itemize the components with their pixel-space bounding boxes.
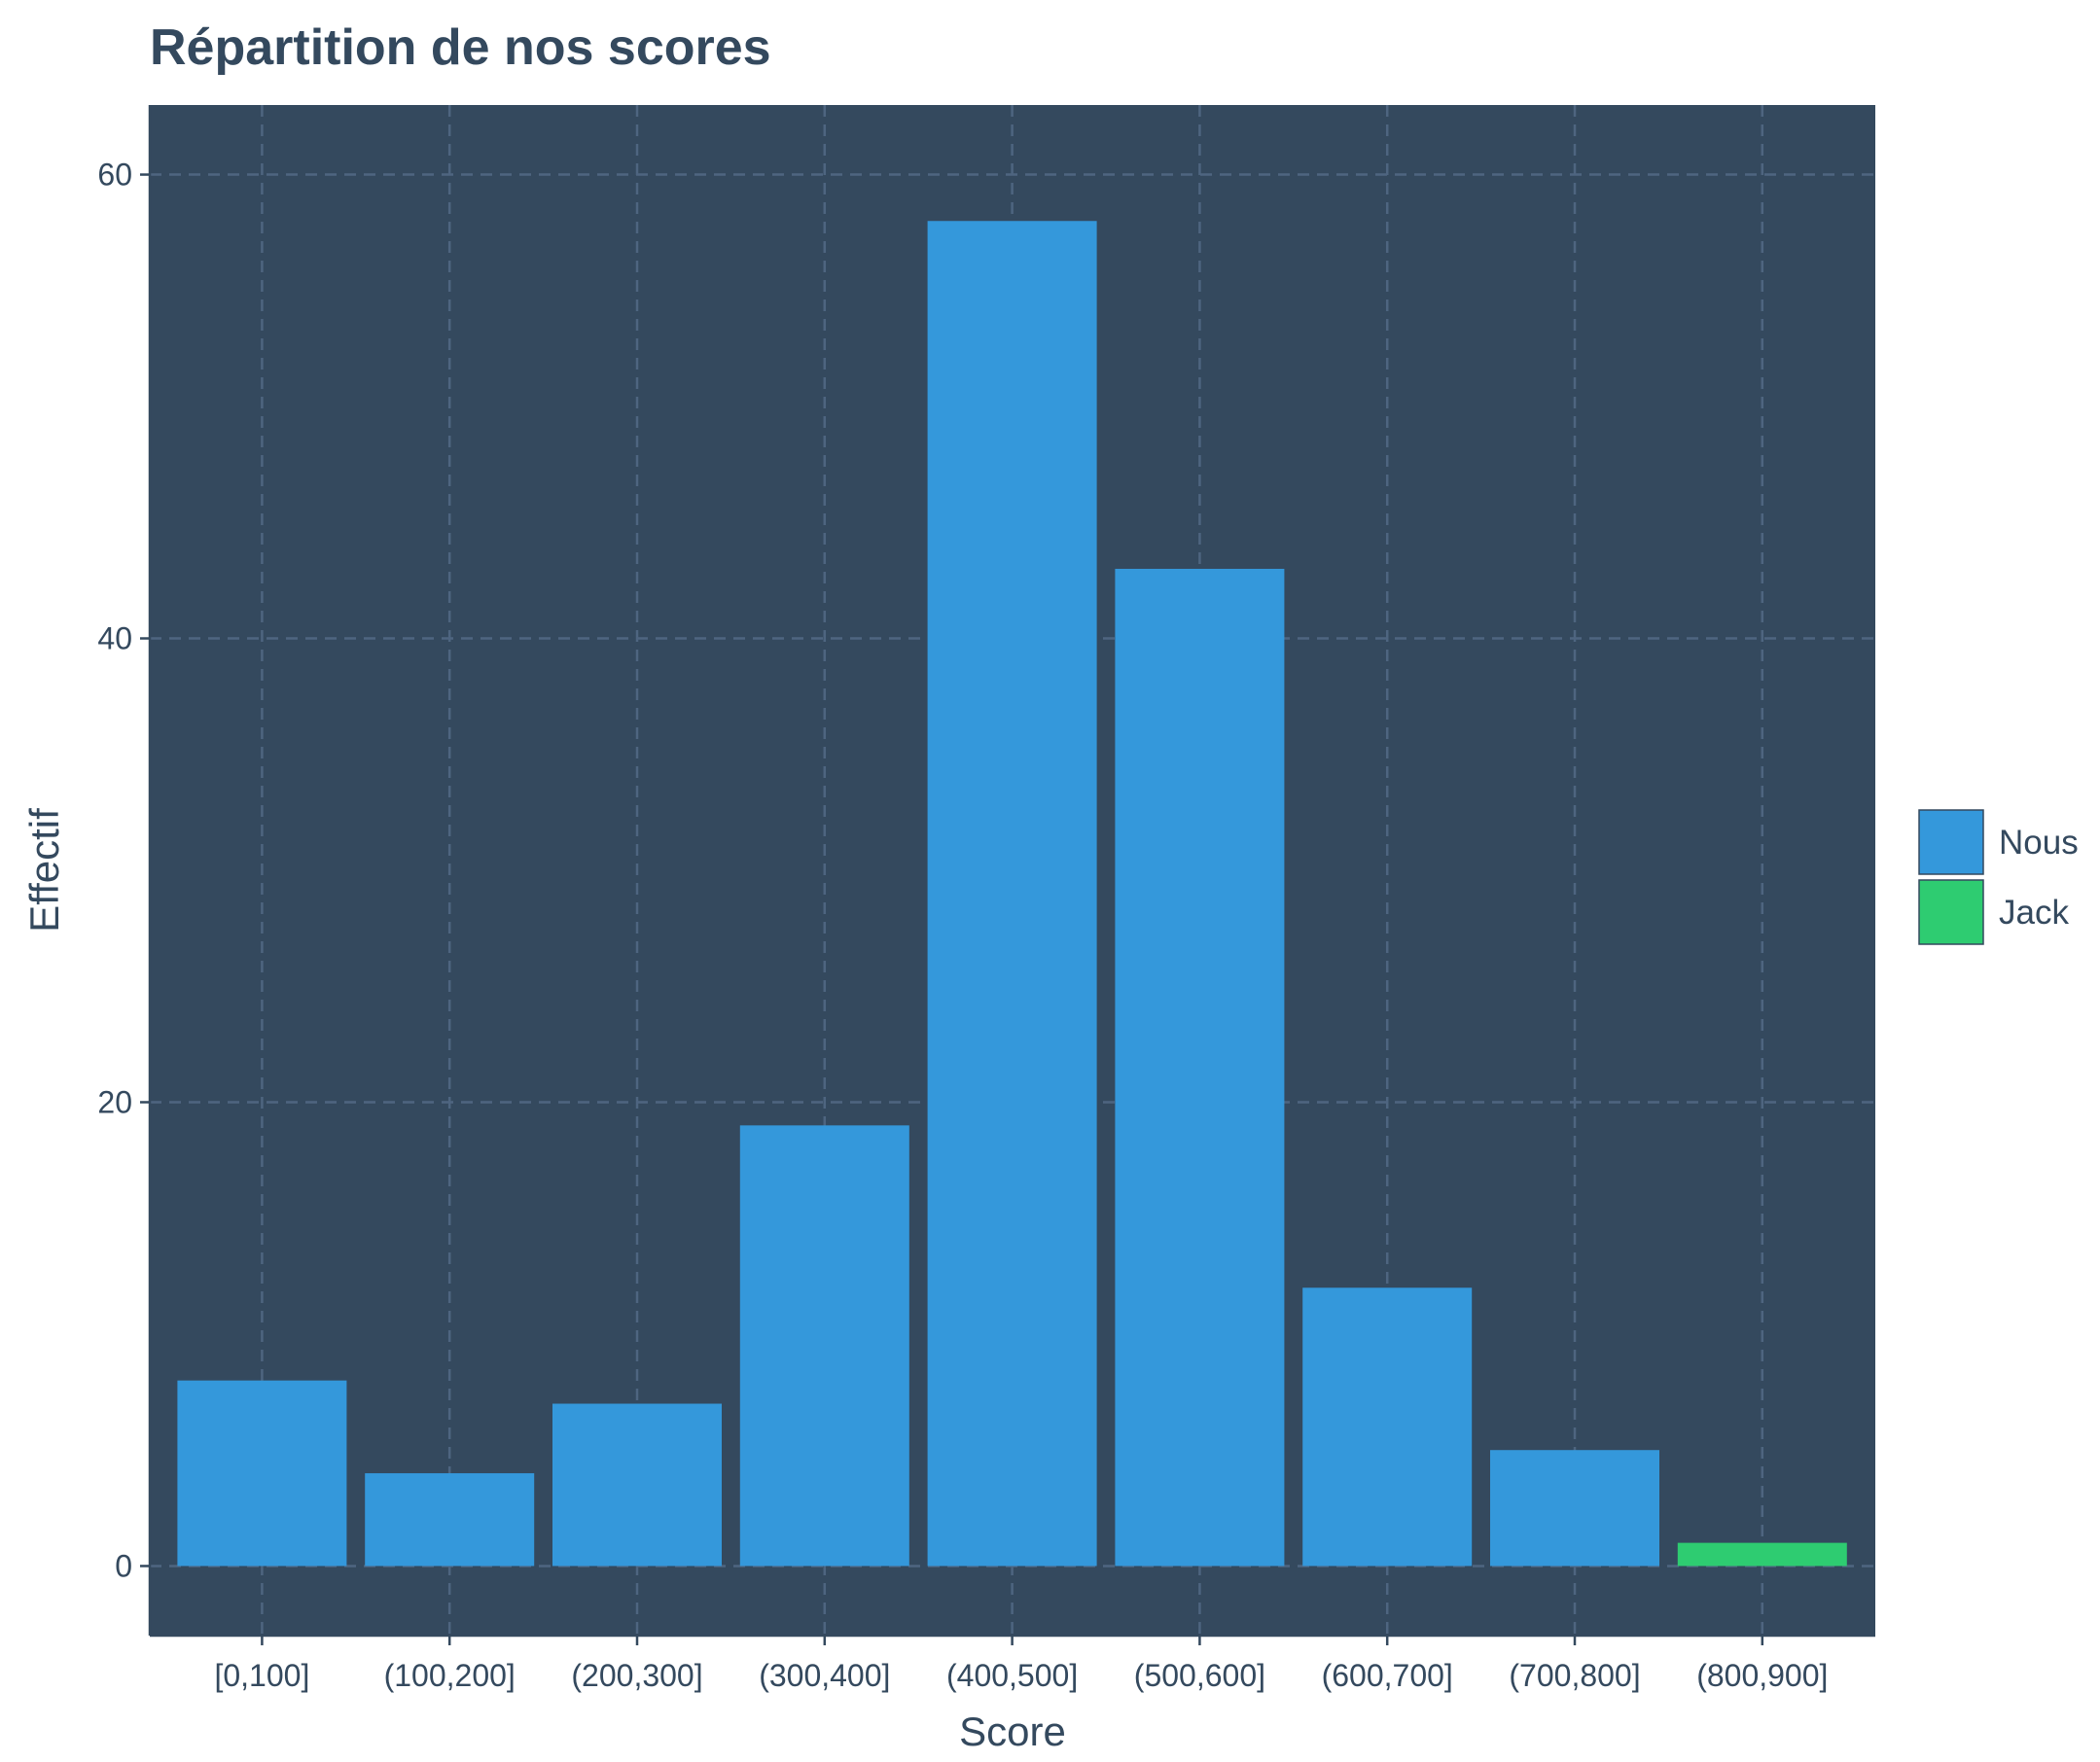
legend-key-jack [1918,879,1984,945]
y-tick-label: 40 [97,621,132,656]
y-tick-label: 20 [97,1084,132,1119]
x-tick-label: (600,700] [1322,1658,1453,1693]
legend-label-nous: Nous [1999,824,2079,862]
chart-title: Répartition de nos scores [150,19,771,76]
bar-nous-0 [177,1380,347,1567]
y-axis-title: Effectif [21,808,67,933]
legend-label-jack: Jack [1999,894,2069,932]
bar-nous-3 [739,1125,909,1567]
legend: Nous Jack [1918,809,2079,945]
x-tick-label: (100,200] [384,1658,516,1693]
y-tick-label: 0 [115,1548,132,1583]
bar-nous-7 [1490,1450,1659,1567]
y-tick-label: 60 [97,158,132,193]
x-tick-label: (500,600] [1134,1658,1265,1693]
x-axis-title: Score [959,1709,1066,1754]
x-tick-label: (300,400] [759,1658,890,1693]
bar-nous-6 [1302,1287,1473,1567]
axes: 0 20 40 60 [0,100] (100,200] (200,300] (300,400… [97,105,1875,1693]
x-tick-label: (200,300] [571,1658,702,1693]
bars [177,221,1847,1567]
bar-nous-1 [365,1473,535,1567]
bar-nous-4 [927,221,1097,1567]
x-tick-label: (800,900] [1696,1658,1828,1693]
bar-jack-8 [1677,1542,1847,1567]
x-tick-label: [0,100] [214,1658,309,1693]
bar-nous-5 [1115,568,1285,1567]
x-tick-label: (700,800] [1509,1658,1640,1693]
bar-nous-2 [552,1403,722,1567]
legend-key-nous [1918,809,1984,875]
x-tick-label: (400,500] [946,1658,1078,1693]
